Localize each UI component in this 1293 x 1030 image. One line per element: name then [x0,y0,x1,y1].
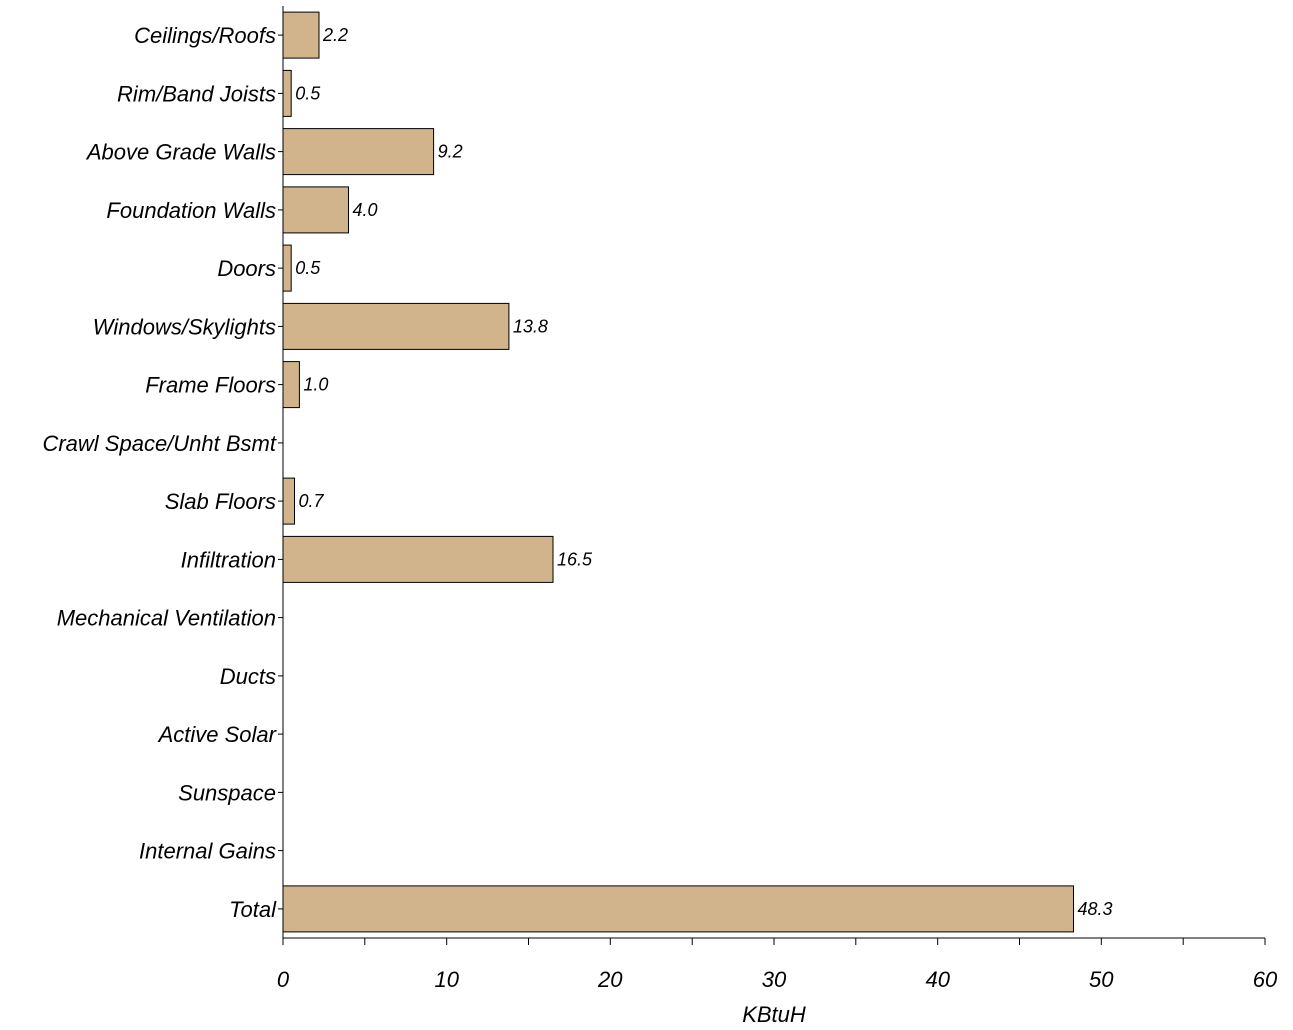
value-label-above-grade-walls: 9.2 [438,142,463,162]
x-tick-label-30: 30 [762,967,787,992]
category-label-windows-skylights: Windows/Skylights [93,314,276,339]
value-label-rim-band-joists: 0.5 [295,83,321,103]
value-label-frame-floors: 1.0 [303,375,328,395]
category-label-frame-floors: Frame Floors [145,373,276,398]
category-label-crawl-space-unht-bsmt: Crawl Space/Unht Bsmt [42,431,276,456]
bar-infiltration [282,535,554,583]
category-label-total: Total [229,897,277,922]
category-label-rim-band-joists: Rim/Band Joists [117,81,276,106]
bar-rim-band-joists [282,69,292,117]
x-tick-label-10: 10 [434,967,459,992]
bar-total [282,885,1074,933]
category-label-active-solar: Active Solar [157,722,278,747]
category-label-ducts: Ducts [220,664,276,689]
value-label-foundation-walls: 4.0 [353,200,378,220]
value-label-ceilings-roofs: 2.2 [322,25,348,45]
x-tick-label-50: 50 [1089,967,1114,992]
bar-ceilings-roofs [282,11,320,59]
category-label-mechanical-ventilation: Mechanical Ventilation [57,606,276,631]
category-label-doors: Doors [217,256,276,281]
value-label-doors: 0.5 [295,258,321,278]
category-label-sunspace: Sunspace [178,780,276,805]
bar-above-grade-walls [282,128,435,176]
category-label-infiltration: Infiltration [181,547,276,572]
bar-doors [282,244,292,292]
category-label-above-grade-walls: Above Grade Walls [85,140,276,165]
bar-windows-skylights [282,302,510,350]
value-label-windows-skylights: 13.8 [513,316,548,336]
value-label-total: 48.3 [1078,899,1113,919]
x-tick-label-20: 20 [597,967,623,992]
x-axis-title: KBtuH [742,1002,806,1027]
axes: Ceilings/Roofs Rim/Band Joists Above Grade… [42,6,1278,992]
x-tick-label-0: 0 [277,967,290,992]
category-label-slab-floors: Slab Floors [165,489,276,514]
bar-frame-floors [282,361,300,409]
value-label-infiltration: 16.5 [557,549,593,569]
x-tick-label-60: 60 [1253,967,1278,992]
x-tick-label-40: 40 [925,967,950,992]
category-label-internal-gains: Internal Gains [139,839,276,864]
bar-slab-floors [282,477,295,525]
bar-foundation-walls [282,186,349,234]
value-label-slab-floors: 0.7 [299,491,325,511]
bars-layer: 2.2 0.5 9.2 4.0 0.5 13.8 1.0 0.7 16.5 48.3 [282,11,1113,933]
category-label-foundation-walls: Foundation Walls [106,198,276,223]
category-label-ceilings-roofs: Ceilings/Roofs [134,23,276,48]
